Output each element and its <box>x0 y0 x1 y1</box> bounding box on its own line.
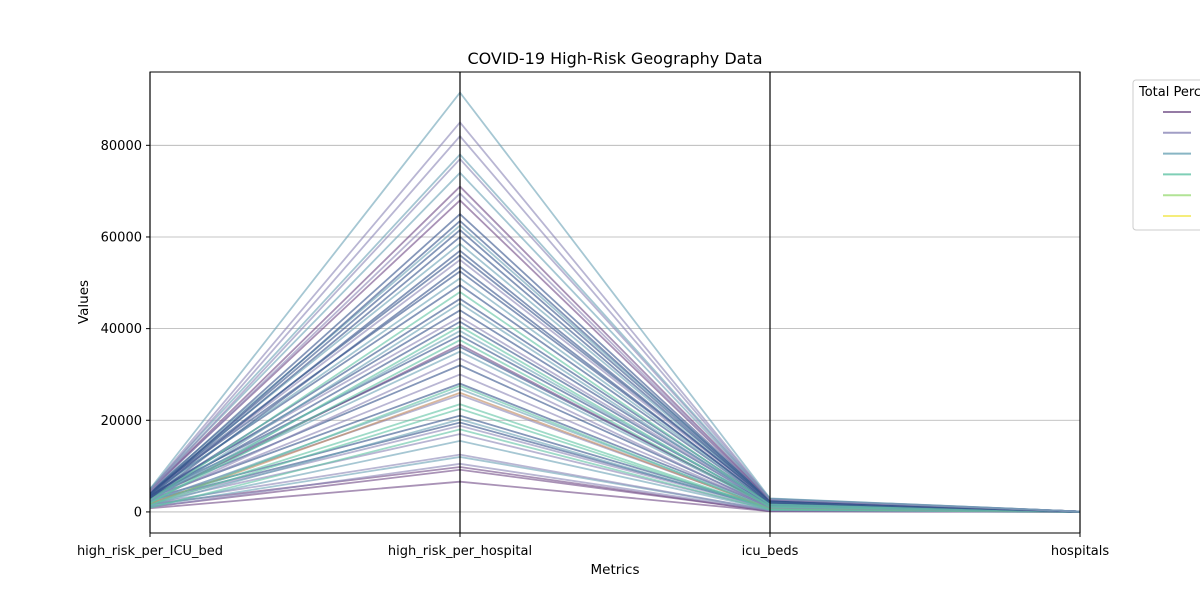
plot-frame <box>149 71 1081 534</box>
data-line <box>149 428 1081 513</box>
y-tick-label: 80000 <box>101 139 142 154</box>
x-axis-ticks: high_risk_per_ICU_bed high_risk_per_hospi… <box>77 533 1109 559</box>
legend-box <box>1132 79 1200 231</box>
legend: Total Perc <box>1132 79 1200 231</box>
data-line <box>149 290 1081 513</box>
y-tick-label: 0 <box>134 505 142 520</box>
chart-title: COVID-19 High-Risk Geography Data <box>467 49 762 68</box>
x-tick-label: hospitals <box>1051 544 1110 559</box>
data-line <box>149 91 1081 513</box>
legend-items <box>1163 111 1191 217</box>
y-tick-label: 20000 <box>101 414 142 429</box>
x-tick-label: high_risk_per_hospital <box>388 544 532 559</box>
x-tick-label: high_risk_per_ICU_bed <box>77 544 223 559</box>
y-axis-label: Values <box>76 280 92 324</box>
y-tick-label: 60000 <box>101 230 142 245</box>
legend-title: Total Perc <box>1138 85 1200 100</box>
x-tick-label: icu_beds <box>742 544 799 559</box>
y-axis-ticks: 0 20000 40000 60000 80000 <box>101 139 150 520</box>
data-lines <box>149 91 1081 513</box>
x-axis-label: Metrics <box>590 562 639 578</box>
y-tick-label: 40000 <box>101 322 142 337</box>
